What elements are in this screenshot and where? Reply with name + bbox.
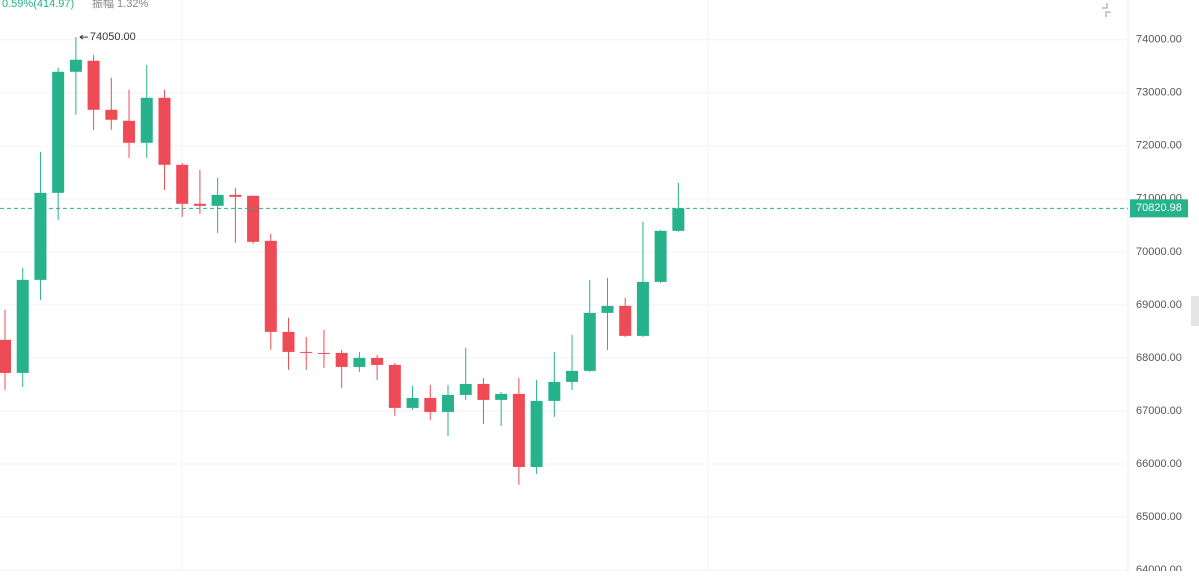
y-tick-label: 69000.00 [1136, 299, 1182, 311]
candle-body [52, 71, 65, 193]
last-price-tag [1130, 199, 1188, 218]
candle-body [34, 192, 47, 280]
candle-body [424, 397, 437, 412]
candle-body [548, 381, 561, 401]
candle-body [619, 305, 632, 336]
y-tick-label: 64000.00 [1136, 564, 1182, 571]
candle-body [158, 97, 171, 165]
candle-body [459, 383, 472, 395]
candle-body [87, 60, 100, 110]
candle-body [69, 59, 82, 72]
last-price-label: 70820.98 [1136, 202, 1182, 214]
candle-body [211, 194, 224, 206]
header-amplitude: 振幅 1.32% [92, 0, 148, 10]
fullscreen-icon[interactable] [1102, 3, 1111, 17]
candle-body [512, 393, 525, 467]
header-change: 0.59%(414.97) [2, 0, 74, 10]
candle-body [229, 194, 242, 197]
candle-body [335, 352, 348, 367]
candle-body [105, 109, 118, 120]
candle-body [140, 97, 153, 143]
candle-body [16, 279, 29, 373]
candle-body [282, 331, 295, 352]
candle-body [654, 230, 667, 282]
y-tick-label: 67000.00 [1136, 405, 1182, 417]
candle-body [317, 352, 330, 354]
candle-body [193, 203, 206, 206]
candle-body [371, 357, 384, 365]
candle-body [672, 208, 685, 231]
candle-body [601, 305, 614, 313]
candle-body [583, 312, 596, 371]
candle-body [388, 364, 401, 408]
candle-body [477, 383, 490, 400]
candle-body [247, 195, 260, 242]
side-handle[interactable] [1191, 296, 1199, 326]
candle-body [566, 370, 579, 382]
y-tick-label: 65000.00 [1136, 511, 1182, 523]
candle-body [0, 339, 11, 373]
candle-body [406, 397, 419, 408]
y-tick-label: 73000.00 [1136, 87, 1182, 99]
candle-body [300, 351, 313, 353]
candle-body [176, 164, 189, 204]
y-tick-label: 70000.00 [1136, 246, 1182, 258]
y-tick-label: 68000.00 [1136, 352, 1182, 364]
y-tick-label: 66000.00 [1136, 458, 1182, 470]
candle-body [123, 120, 136, 143]
candle-body [636, 281, 649, 336]
y-tick-label: 72000.00 [1136, 140, 1182, 152]
max-arrow [79, 34, 88, 40]
max-annotation: 74050.00 [90, 31, 136, 43]
candle-body [353, 357, 366, 367]
candle-body [530, 400, 543, 467]
candle-body [495, 393, 508, 400]
y-tick-label: 74000.00 [1136, 34, 1182, 46]
candle-body [264, 240, 277, 332]
candle-body [442, 394, 454, 412]
